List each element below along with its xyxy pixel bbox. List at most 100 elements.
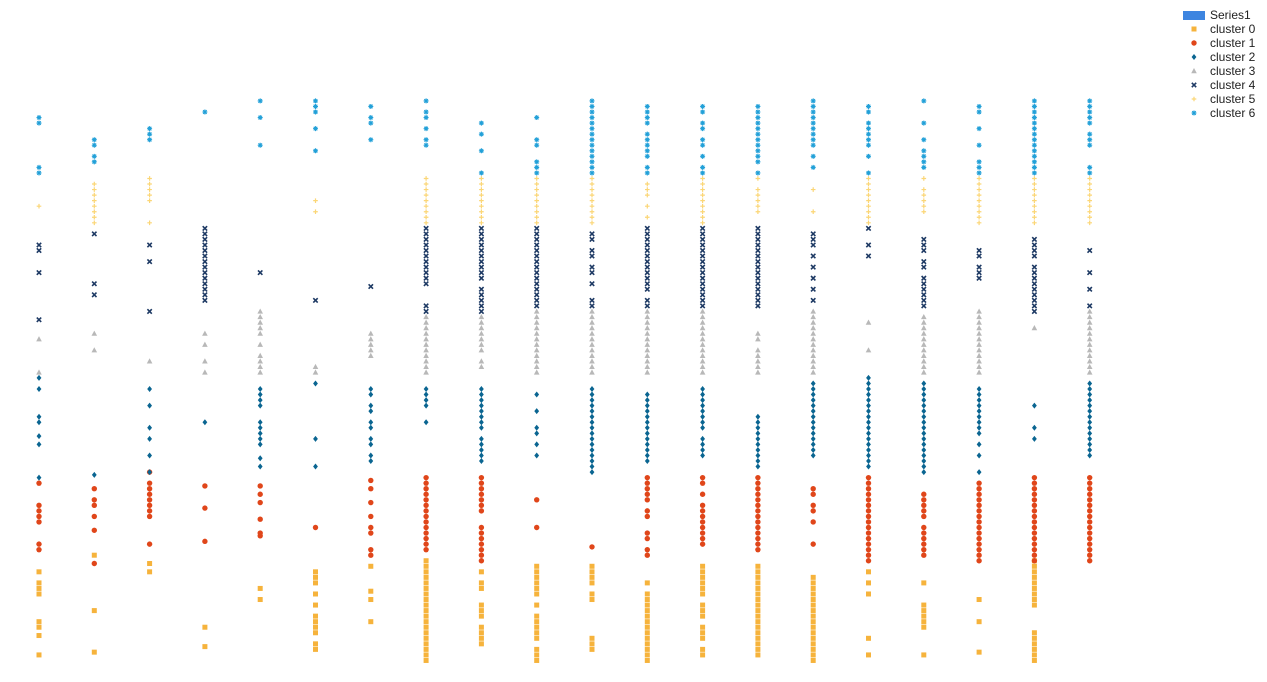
data-point [36, 413, 42, 420]
data-point [921, 435, 927, 442]
data-point [755, 269, 761, 276]
data-point [865, 508, 872, 514]
data-point [810, 435, 816, 442]
data-point [921, 297, 927, 304]
data-point [257, 424, 263, 431]
data-point [810, 402, 816, 409]
data-point [202, 231, 208, 237]
data-point [533, 358, 540, 364]
data-point [1086, 358, 1093, 364]
data-point [700, 397, 705, 404]
data-point [534, 408, 540, 415]
data-point [700, 198, 705, 203]
data-point [1087, 391, 1093, 398]
data-point [147, 137, 153, 143]
data-point [1087, 198, 1092, 203]
data-point [810, 541, 816, 547]
data-point [1031, 497, 1038, 503]
data-point [810, 98, 816, 104]
data-point [755, 641, 761, 647]
data-point [976, 369, 982, 375]
data-point [644, 530, 650, 536]
data-point [478, 524, 485, 531]
data-point [479, 441, 484, 448]
data-point [976, 508, 982, 514]
data-point [644, 630, 650, 636]
data-point [1087, 541, 1093, 547]
data-point [700, 452, 705, 459]
data-point [1031, 602, 1037, 608]
data-point [1087, 187, 1092, 192]
data-point [533, 264, 540, 270]
data-point [478, 585, 484, 591]
data-point [921, 546, 927, 553]
data-point [533, 347, 540, 353]
data-point [313, 624, 318, 630]
data-point [313, 580, 318, 586]
data-point [976, 347, 982, 353]
data-point [1086, 269, 1093, 276]
data-point [36, 433, 42, 440]
data-point [755, 452, 761, 459]
data-point [1031, 126, 1037, 132]
data-point [1031, 159, 1037, 165]
data-point [866, 103, 871, 109]
data-point [368, 408, 374, 415]
data-point [146, 502, 153, 509]
data-point [699, 247, 706, 254]
data-point [976, 269, 982, 276]
data-point [423, 624, 429, 630]
data-point [810, 236, 816, 243]
data-point [423, 419, 429, 426]
data-point [866, 142, 871, 148]
data-point [1086, 313, 1093, 320]
data-point [866, 214, 871, 220]
data-point [866, 402, 871, 409]
data-point [755, 591, 761, 597]
data-point [534, 170, 540, 176]
data-point [755, 336, 761, 342]
data-point [810, 652, 816, 658]
data-point [921, 524, 927, 531]
data-point [1031, 98, 1037, 104]
data-point [1031, 558, 1038, 564]
data-point [479, 408, 484, 415]
data-point [423, 569, 429, 575]
data-point [1031, 236, 1038, 243]
data-point [479, 198, 484, 203]
data-point [534, 209, 539, 215]
data-point [976, 491, 982, 497]
data-point [368, 330, 374, 336]
data-point [1032, 203, 1037, 209]
data-point [976, 126, 982, 132]
data-point [921, 463, 927, 470]
data-point [313, 109, 318, 115]
data-point [589, 352, 595, 358]
data-point [589, 203, 595, 209]
data-point [1031, 148, 1037, 154]
data-point [755, 413, 761, 420]
data-point [368, 513, 374, 520]
data-point [1031, 552, 1038, 558]
legend-item-cluster-0: cluster 0 [1183, 22, 1255, 36]
data-point [755, 275, 761, 281]
data-point [755, 280, 761, 287]
data-point [866, 430, 871, 437]
data-point [700, 608, 706, 614]
data-point [699, 535, 706, 542]
data-point [1031, 253, 1038, 259]
data-point [589, 419, 595, 426]
data-point [976, 391, 982, 398]
data-point [423, 486, 429, 492]
data-point [478, 286, 485, 293]
data-point [699, 352, 706, 358]
data-point [976, 424, 982, 431]
data-point [202, 330, 208, 336]
data-point [810, 137, 816, 143]
data-point [810, 597, 816, 603]
data-point [202, 505, 208, 511]
data-point [1087, 491, 1093, 497]
data-point [534, 602, 540, 608]
data-point [644, 142, 650, 148]
data-point [810, 153, 816, 159]
